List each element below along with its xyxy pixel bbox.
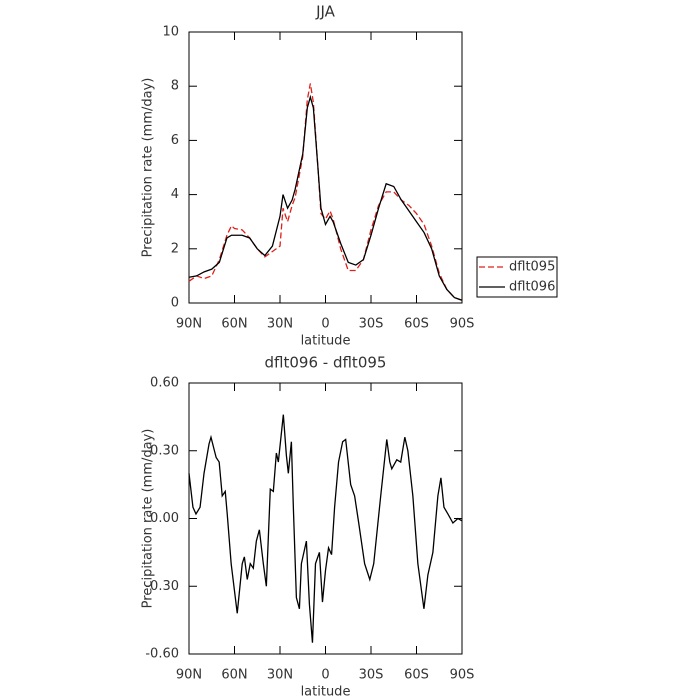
data-line (188, 414, 463, 643)
y-axis-label: Precipitation rate (mm/day) (141, 429, 156, 609)
x-tick-label: 60N (221, 317, 247, 332)
y-tick-label: 10 (162, 25, 179, 40)
x-axis-label: latitude (301, 334, 351, 349)
plot-frame (188, 31, 463, 304)
x-axis-label: latitude (301, 685, 351, 700)
y-tick-label: 0 (171, 296, 179, 311)
legend-label: dflt095 (509, 260, 555, 275)
x-tick-label: 90S (450, 317, 475, 332)
plot-frame (188, 382, 463, 655)
x-tick-label: 0 (321, 317, 329, 332)
x-tick-label: 90S (450, 668, 475, 683)
x-tick-label: 30S (359, 668, 384, 683)
x-tick-label: 60S (404, 668, 429, 683)
x-tick-label: 60N (221, 668, 247, 683)
y-tick-label: 4 (171, 187, 179, 202)
x-tick-label: 30N (267, 317, 293, 332)
legend-box (476, 256, 558, 298)
x-tick-label: 0 (321, 668, 329, 683)
y-tick-label: -0.60 (145, 647, 179, 662)
chart-title: dflt096 - dflt095 (265, 354, 387, 372)
data-line (188, 94, 463, 301)
y-tick-label: 6 (171, 133, 179, 148)
y-axis-label: Precipitation rate (mm/day) (141, 78, 156, 258)
x-tick-label: 30N (267, 668, 293, 683)
y-tick-label: 2 (171, 241, 179, 256)
y-tick-label: 0.60 (150, 376, 179, 391)
x-tick-label: 90N (176, 317, 202, 332)
legend-label: dflt096 (509, 280, 555, 295)
y-tick-label: 0.30 (150, 443, 179, 458)
y-tick-label: -0.30 (145, 579, 179, 594)
chart-title: JJA (315, 3, 336, 21)
x-tick-label: 60S (404, 317, 429, 332)
x-tick-label: 30S (359, 317, 384, 332)
x-tick-label: 90N (176, 668, 202, 683)
y-tick-label: 0.00 (150, 511, 179, 526)
y-tick-label: 8 (171, 79, 179, 94)
data-line (188, 83, 463, 301)
